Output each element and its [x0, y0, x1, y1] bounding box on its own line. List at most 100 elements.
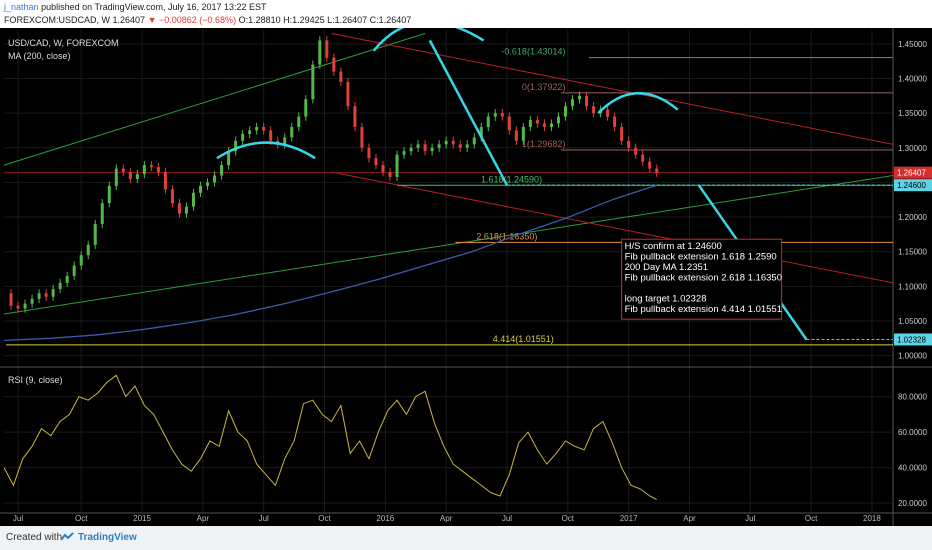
candle-body: [213, 175, 217, 183]
tradingview-brand[interactable]: TradingView: [78, 532, 137, 543]
green-channel-upper: [3, 32, 426, 166]
candle-body: [613, 116, 617, 127]
candle-body: [578, 95, 582, 100]
candle-body: [9, 293, 13, 306]
candle-body: [241, 133, 245, 141]
publish-line: j_nathan published on TradingView.com, J…: [4, 2, 267, 12]
candle-body: [563, 106, 567, 117]
candle-body: [93, 223, 97, 245]
candle-body: [177, 203, 181, 214]
x-tick-label: 2018: [863, 514, 881, 523]
candle-body: [606, 109, 610, 117]
candle-body: [297, 116, 301, 127]
annotation-line: H/S confirm at 1.24600: [625, 241, 722, 252]
candle-body: [493, 113, 497, 117]
price-change: ▼ −0.00862 (−0.68%): [147, 15, 237, 25]
candle-body: [206, 182, 210, 186]
candle-body: [220, 165, 224, 176]
candle-body: [451, 140, 455, 145]
right-shoulder-arc: [597, 91, 679, 115]
price-tag-label: 1.26407: [897, 169, 926, 178]
candle-body: [585, 95, 589, 107]
x-tick-label: Oct: [562, 514, 575, 523]
candle-body: [535, 120, 539, 124]
author-link[interactable]: j_nathan: [4, 2, 39, 12]
candle-body: [570, 99, 574, 107]
annotation-line: Fib pullback extension 1.618 1.2590: [625, 252, 777, 263]
price-tag-target: [894, 333, 932, 346]
candle-body: [655, 168, 659, 173]
price-tag-label: 1.24600: [897, 181, 926, 190]
candle-body: [114, 168, 118, 186]
candle-body: [255, 126, 259, 131]
x-tick-label: Oct: [75, 514, 88, 523]
price-tag-neckline: [894, 179, 932, 192]
candle-body: [318, 40, 322, 65]
candle-body: [37, 293, 41, 299]
y-tick-label: 1.20000: [898, 213, 927, 222]
candle-body: [156, 167, 160, 173]
candle-body: [437, 144, 441, 148]
candle-body: [353, 106, 357, 127]
candle-body: [227, 151, 231, 166]
candle-body: [100, 203, 104, 224]
candle-body: [191, 192, 195, 207]
fib-level-label: 2.618(1.16350): [476, 231, 537, 241]
candle-body: [121, 168, 125, 173]
annotation-line: 200 Day MA 1.2351: [625, 262, 708, 273]
candle-body: [332, 57, 336, 72]
candle-body: [402, 151, 406, 155]
y-tick-label: 1.30000: [898, 144, 927, 153]
candle-body: [283, 137, 287, 145]
x-tick-label: 2016: [376, 514, 394, 523]
candle-body: [339, 71, 343, 82]
price-tag-last: [894, 166, 932, 179]
candle-body: [444, 140, 448, 145]
x-tick-label: Apr: [197, 514, 210, 523]
rsi-line: [3, 374, 657, 501]
candle-body: [648, 161, 652, 169]
candle-body: [416, 144, 420, 148]
candle-body: [507, 116, 511, 131]
fib-level-label: 1.618(1.24590): [481, 174, 542, 184]
green-channel-lower: [3, 174, 894, 315]
candle-body: [542, 123, 546, 127]
candle-body: [23, 303, 27, 309]
x-tick-label: Jul: [259, 514, 269, 523]
candle-body: [409, 147, 413, 152]
candle-body: [170, 189, 174, 204]
candle-body: [479, 126, 483, 138]
candle-body: [304, 99, 308, 117]
candle-body: [458, 144, 462, 148]
symbol-name: FOREXCOM:USDCAD, W: [4, 15, 111, 25]
candle-body: [184, 206, 188, 214]
candle-body: [549, 123, 553, 127]
y-tick-label: 1.05000: [898, 317, 927, 326]
y-tick-label: 1.45000: [898, 40, 927, 49]
y-tick-label: 1.35000: [898, 109, 927, 118]
x-tick-label: 2015: [133, 514, 151, 523]
price-tag-label: 1.02328: [897, 335, 926, 344]
left-shoulder-arc: [216, 141, 316, 160]
last-price: 1.26407: [112, 15, 146, 25]
candle-body: [634, 147, 638, 155]
candle-body: [367, 147, 371, 159]
candle-body: [486, 116, 490, 127]
candle-body: [528, 120, 532, 127]
x-tick-label: 2017: [620, 514, 638, 523]
candle-body: [514, 130, 518, 141]
candle-body: [72, 265, 76, 276]
candle-body: [58, 282, 62, 290]
chart-area[interactable]: Jul Oct 2015 Apr Jul Oct 2016 Apr Jul Oct 2017 Apr J…: [0, 28, 932, 526]
candle-body: [472, 137, 476, 145]
rsi-tick-label: 20.0000: [898, 499, 927, 508]
chart-title: USD/CAD, W, FOREXCOM: [8, 38, 119, 48]
y-tick-label: 1.10000: [898, 282, 927, 291]
x-tick-label: Apr: [440, 514, 453, 523]
candle-body: [199, 185, 203, 193]
created-with-text: Created with: [6, 532, 63, 543]
candle-body: [641, 154, 645, 162]
candle-body: [65, 275, 69, 283]
annotation-line: Fib pullback extension 2.618 1.16350: [625, 273, 782, 284]
chart-canvas[interactable]: Jul Oct 2015 Apr Jul Oct 2016 Apr Jul Oct 2017 Apr J…: [0, 28, 932, 526]
